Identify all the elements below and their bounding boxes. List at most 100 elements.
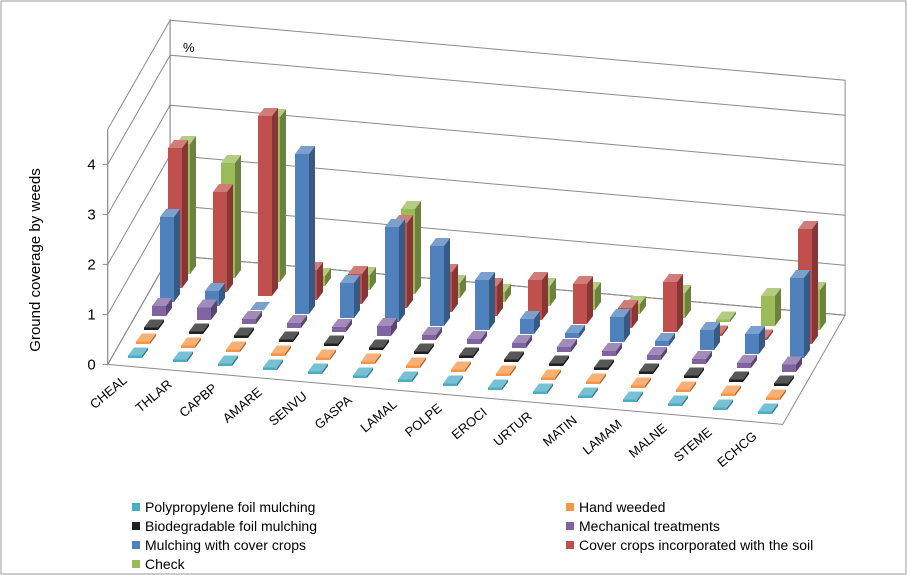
- bar-side-shade: [661, 347, 667, 360]
- bar: [496, 365, 516, 376]
- bar-top: [737, 355, 757, 363]
- bar-top-shade: [197, 299, 217, 308]
- bar-top-shade: [451, 361, 471, 370]
- bar-side: [256, 311, 262, 324]
- bar: [655, 333, 675, 346]
- bar-top: [406, 357, 426, 366]
- bar-side: [457, 375, 463, 386]
- bar: [197, 299, 217, 320]
- bar-side: [330, 349, 336, 360]
- bar-top: [242, 311, 262, 319]
- bar-side: [285, 345, 291, 356]
- bar-front: [631, 385, 645, 388]
- bar-side: [730, 311, 736, 322]
- bar-top: [308, 363, 328, 372]
- bar-top: [213, 184, 233, 192]
- bar-top: [361, 353, 381, 362]
- bar-front: [790, 278, 804, 358]
- bar-side: [669, 333, 675, 346]
- bar-top-shade: [578, 387, 598, 396]
- bar: [520, 311, 540, 334]
- bar-side-shade: [820, 282, 826, 330]
- bar-top: [623, 391, 643, 400]
- bar-top-shade: [181, 337, 201, 346]
- bar-front: [443, 383, 457, 386]
- bar-top-shade: [557, 339, 577, 347]
- bar-top: [692, 351, 712, 359]
- bar-side: [415, 201, 421, 294]
- bar-side: [301, 315, 307, 328]
- bar: [504, 351, 524, 362]
- bar-side-shade: [727, 399, 733, 410]
- bar-top-shade: [549, 355, 569, 364]
- bar-top: [152, 298, 172, 306]
- bar-side-shade: [407, 215, 413, 308]
- bar-top-shade: [692, 351, 712, 359]
- bar-side-shade: [690, 381, 696, 392]
- bar-side-shade: [420, 357, 426, 368]
- bar: [782, 356, 802, 372]
- bar-top-shade: [467, 331, 487, 339]
- legend-label: Biodegradable foil mulching: [145, 518, 317, 534]
- bar-side: [555, 369, 561, 380]
- bar-top: [790, 270, 810, 278]
- bar: [758, 403, 778, 414]
- bar-side: [248, 327, 254, 338]
- bar-side-shade: [248, 327, 254, 338]
- bar-top: [324, 335, 344, 344]
- bar-side: [653, 363, 659, 374]
- bar-side: [780, 389, 786, 400]
- bar-side: [759, 326, 765, 354]
- bar-top: [271, 345, 291, 354]
- bar-top: [430, 238, 450, 246]
- y-tick-label: 3: [87, 206, 95, 223]
- bar-top: [631, 377, 651, 386]
- bar-side-shade: [277, 359, 283, 370]
- bar-front: [774, 383, 788, 386]
- bar-side: [579, 325, 585, 338]
- bar-top-shade: [128, 347, 148, 356]
- bar-top: [467, 331, 487, 339]
- bar-front: [737, 363, 751, 368]
- bar-side-shade: [444, 238, 450, 326]
- bar-side: [592, 387, 598, 398]
- bar-top-shade: [729, 371, 749, 380]
- bar-front: [152, 306, 166, 316]
- bar-front: [332, 327, 346, 332]
- bar-top-shade: [160, 209, 180, 217]
- bar-side: [722, 325, 728, 336]
- bar-top-shade: [221, 155, 241, 163]
- bar-side-shade: [730, 311, 736, 322]
- bar-top: [258, 108, 278, 116]
- bar-side: [383, 339, 389, 350]
- bar-top: [520, 311, 540, 319]
- bar-side: [240, 341, 246, 352]
- bar: [790, 270, 810, 358]
- bar-front: [316, 357, 330, 360]
- bar-side-shade: [473, 347, 479, 358]
- bar-top-shade: [353, 367, 373, 376]
- bar: [623, 391, 643, 402]
- bar-top-shade: [528, 272, 548, 280]
- bar-top-shade: [488, 379, 508, 388]
- bar-side: [640, 296, 646, 314]
- bar-side-shade: [645, 377, 651, 388]
- bar-side-shade: [309, 146, 315, 314]
- legend-label: Polypropylene foil mulching: [145, 499, 315, 515]
- bar: [586, 373, 606, 384]
- bar-side-shade: [256, 311, 262, 324]
- bar-side: [497, 278, 503, 316]
- bar-front: [663, 282, 677, 332]
- bar-side: [211, 299, 217, 320]
- bar-front: [213, 192, 227, 292]
- bar-side: [174, 209, 180, 302]
- bar-top: [226, 341, 246, 350]
- bar-side: [346, 319, 352, 332]
- bar-top: [557, 339, 577, 347]
- bar-front: [353, 375, 367, 378]
- bar-top-shade: [144, 319, 164, 328]
- bar-top: [504, 351, 524, 360]
- bar-front: [430, 246, 444, 326]
- bar-top: [369, 339, 389, 348]
- bar: [205, 283, 225, 306]
